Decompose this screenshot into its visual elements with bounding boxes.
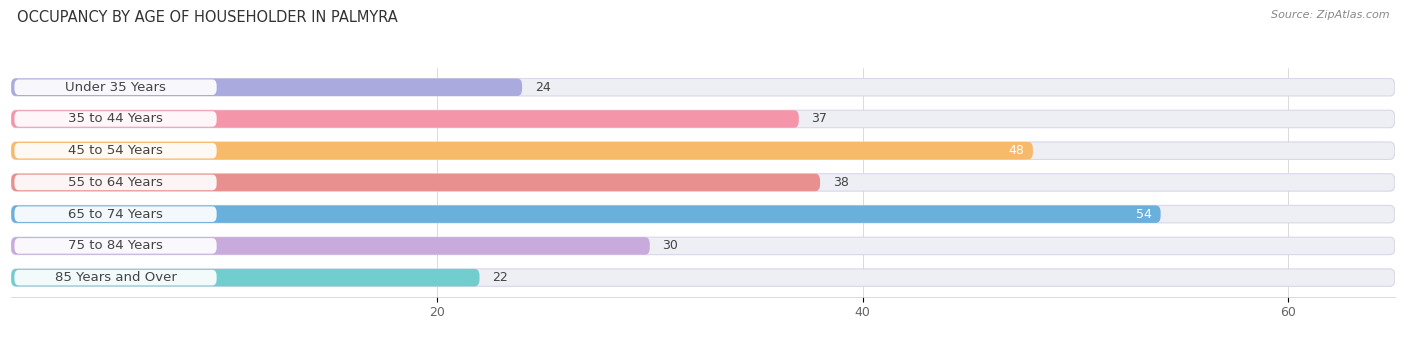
FancyBboxPatch shape [14,175,217,190]
FancyBboxPatch shape [14,79,217,95]
FancyBboxPatch shape [11,142,1033,160]
FancyBboxPatch shape [11,174,820,191]
Text: 30: 30 [662,239,679,252]
Text: 55 to 64 Years: 55 to 64 Years [67,176,163,189]
FancyBboxPatch shape [14,270,217,285]
Text: 54: 54 [1136,208,1152,221]
FancyBboxPatch shape [11,237,1395,255]
FancyBboxPatch shape [14,143,217,159]
FancyBboxPatch shape [11,110,799,128]
Text: 38: 38 [832,176,849,189]
FancyBboxPatch shape [11,174,1395,191]
FancyBboxPatch shape [11,205,1395,223]
Text: 24: 24 [534,81,551,94]
FancyBboxPatch shape [11,78,522,96]
FancyBboxPatch shape [14,238,217,254]
Text: 35 to 44 Years: 35 to 44 Years [67,113,163,125]
Text: 75 to 84 Years: 75 to 84 Years [67,239,163,252]
Text: 37: 37 [811,113,827,125]
FancyBboxPatch shape [14,206,217,222]
Text: Source: ZipAtlas.com: Source: ZipAtlas.com [1271,10,1389,20]
Text: 48: 48 [1008,144,1025,157]
Text: 22: 22 [492,271,508,284]
FancyBboxPatch shape [11,269,479,286]
FancyBboxPatch shape [11,269,1395,286]
FancyBboxPatch shape [14,111,217,127]
Text: OCCUPANCY BY AGE OF HOUSEHOLDER IN PALMYRA: OCCUPANCY BY AGE OF HOUSEHOLDER IN PALMY… [17,10,398,25]
Text: 85 Years and Over: 85 Years and Over [55,271,177,284]
FancyBboxPatch shape [11,110,1395,128]
Text: Under 35 Years: Under 35 Years [65,81,166,94]
FancyBboxPatch shape [11,237,650,255]
FancyBboxPatch shape [11,78,1395,96]
Text: 45 to 54 Years: 45 to 54 Years [67,144,163,157]
FancyBboxPatch shape [11,205,1160,223]
Text: 65 to 74 Years: 65 to 74 Years [67,208,163,221]
FancyBboxPatch shape [11,142,1395,160]
